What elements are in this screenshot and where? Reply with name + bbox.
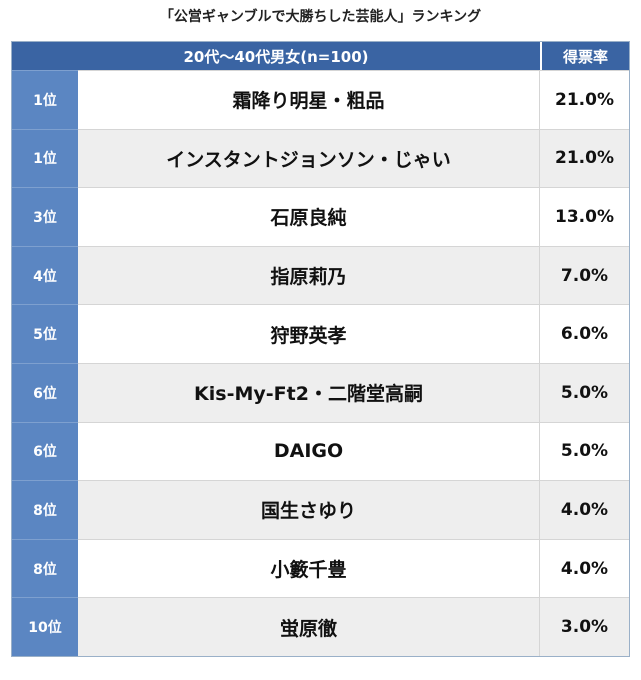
name-cell: 石原良純 <box>78 187 540 246</box>
share-cell: 13.0% <box>540 187 629 246</box>
share-cell: 21.0% <box>540 128 629 188</box>
table-row: 6位 Kis-My-Ft2・二階堂高嗣 5.0% <box>12 362 629 422</box>
name-cell: 霜降り明星・粗品 <box>78 70 540 129</box>
share-cell: 7.0% <box>540 245 629 305</box>
table-row: 10位 蛍原徹 3.0% <box>12 597 629 656</box>
share-cell: 4.0% <box>540 538 629 598</box>
table-rows: 1位 霜降り明星・粗品 21.0% 1位 インスタントジョンソン・じゃい 21.0% 3位石… <box>12 70 629 656</box>
rank-cell: 1位 <box>12 128 78 188</box>
name-cell: Kis-My-Ft2・二階堂高嗣 <box>78 362 540 422</box>
table-row: 8位 国生さゆり 4.0% <box>12 480 629 539</box>
rank-cell: 10位 <box>12 597 78 656</box>
rank-cell: 5位 <box>12 304 78 363</box>
name-cell: 狩野英孝 <box>78 304 540 363</box>
name-cell: インスタントジョンソン・じゃい <box>78 128 540 188</box>
rank-cell: 8位 <box>12 538 78 598</box>
share-cell: 3.0% <box>540 597 629 656</box>
rank-cell: 3位 <box>12 187 78 246</box>
table-row: 8位 小籔千豊 4.0% <box>12 538 629 598</box>
name-cell: 国生さゆり <box>78 480 540 539</box>
ranking-table: 20代〜40代男女(n=100) 得票率 1位 霜降り明星・粗品 21.0% 1位 イン… <box>11 41 630 657</box>
table-row: 1位 インスタントジョンソン・じゃい 21.0% <box>12 128 629 188</box>
rank-cell: 1位 <box>12 70 78 129</box>
table-row: 3位 石原良純 13.0% <box>12 187 629 246</box>
name-cell: 指原莉乃 <box>78 245 540 305</box>
share-cell: 5.0% <box>540 421 629 481</box>
name-cell: 小籔千豊 <box>78 538 540 598</box>
rank-cell: 8位 <box>12 480 78 539</box>
header-share: 得票率 <box>540 42 629 70</box>
rank-cell: 6位 <box>12 421 78 481</box>
name-cell: 蛍原徹 <box>78 597 540 656</box>
share-cell: 4.0% <box>540 480 629 539</box>
table-row: 6位 DAIGO 5.0% <box>12 421 629 481</box>
share-cell: 5.0% <box>540 362 629 422</box>
rank-cell: 6位 <box>12 362 78 422</box>
table-row: 4位 指原莉乃 7.0% <box>12 245 629 305</box>
header-group: 20代〜40代男女(n=100) <box>12 42 540 70</box>
rank-cell: 4位 <box>12 245 78 305</box>
table-row: 5位 狩野英孝 6.0% <box>12 304 629 363</box>
chart-title: 「公営ギャンブルで大勝ちした芸能人」ランキング <box>159 9 482 25</box>
share-cell: 21.0% <box>540 70 629 129</box>
share-cell: 6.0% <box>540 304 629 363</box>
name-cell: DAIGO <box>78 421 540 481</box>
table-row: 1位 霜降り明星・粗品 21.0% <box>12 70 629 129</box>
